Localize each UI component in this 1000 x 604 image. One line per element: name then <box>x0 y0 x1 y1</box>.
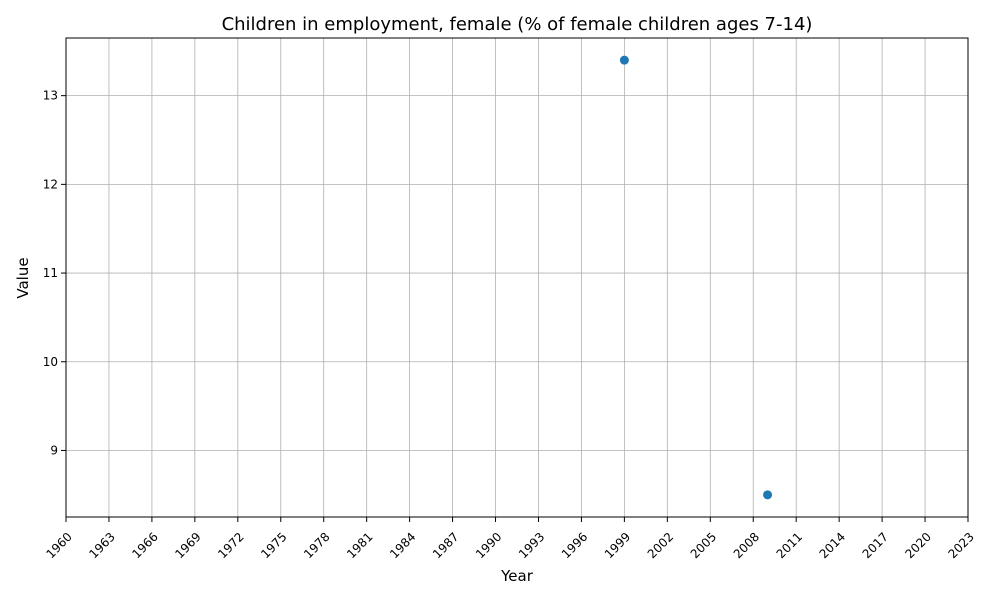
y-tick-label: 13 <box>43 89 58 103</box>
x-tick-label: 1999 <box>602 530 633 561</box>
x-axis-ticks: 1960 1963 1966 1969 1972 1975 1978 1981 1984 1987… <box>43 517 977 561</box>
x-tick-label: 1963 <box>86 530 117 561</box>
x-tick-label: 1987 <box>430 530 461 561</box>
chart-title: Children in employment, female (% of fem… <box>222 14 813 35</box>
x-tick-label: 2008 <box>731 530 762 561</box>
x-tick-label: 2002 <box>645 530 676 561</box>
data-point <box>763 490 773 500</box>
x-tick-label: 2014 <box>817 530 848 561</box>
x-tick-label: 2023 <box>945 530 976 561</box>
y-axis-ticks: 9 10 11 12 13 <box>43 89 66 457</box>
x-tick-label: 1975 <box>258 530 289 561</box>
grid-lines <box>65 38 969 517</box>
x-tick-label: 1981 <box>344 530 375 561</box>
x-tick-label: 1978 <box>301 530 332 561</box>
y-tick-label: 9 <box>50 443 58 457</box>
y-tick-label: 10 <box>43 355 58 369</box>
x-axis-label: Year <box>500 567 534 585</box>
x-tick-label: 1969 <box>172 530 203 561</box>
x-tick-label: 2011 <box>774 530 805 561</box>
x-tick-label: 2020 <box>902 530 933 561</box>
x-tick-label: 1984 <box>387 530 418 561</box>
y-tick-label: 11 <box>43 266 58 280</box>
x-tick-label: 1960 <box>43 530 74 561</box>
x-tick-label: 2017 <box>860 530 891 561</box>
x-tick-label: 1966 <box>129 530 160 561</box>
plot-frame <box>65 37 969 518</box>
y-axis-label: Value <box>14 257 32 298</box>
x-tick-label: 1972 <box>215 530 246 561</box>
x-tick-label: 2005 <box>688 530 719 561</box>
data-point <box>619 55 629 65</box>
data-points <box>619 55 773 500</box>
x-tick-label: 1990 <box>473 530 504 561</box>
x-tick-label: 1993 <box>516 530 547 561</box>
x-tick-label: 1996 <box>559 530 590 561</box>
y-tick-label: 12 <box>43 177 58 191</box>
